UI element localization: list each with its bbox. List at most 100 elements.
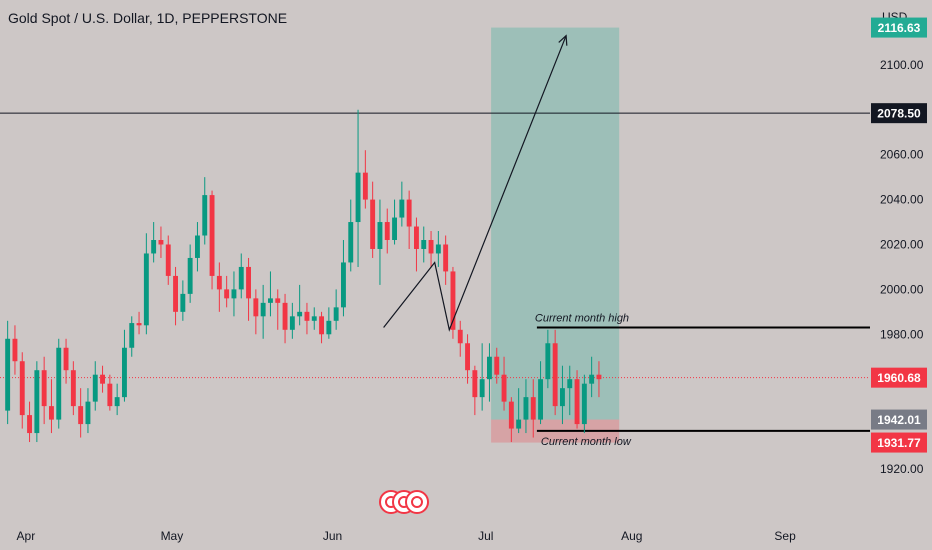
candle-body[interactable] — [450, 271, 456, 330]
candle-body[interactable] — [70, 370, 76, 407]
candle-body[interactable] — [530, 397, 536, 420]
candle-body[interactable] — [414, 226, 419, 249]
x-tick-label: Sep — [774, 529, 796, 543]
candle-body[interactable] — [122, 347, 127, 398]
y-tick-label: 2060.00 — [880, 148, 924, 162]
candle-body[interactable] — [487, 356, 492, 380]
candle-body[interactable] — [202, 195, 208, 236]
candle-body[interactable] — [5, 338, 11, 411]
candle-body[interactable] — [34, 370, 40, 434]
candle-body[interactable] — [581, 383, 587, 425]
candle-body[interactable] — [457, 329, 463, 344]
candle-body[interactable] — [311, 316, 317, 321]
candle-body[interactable] — [129, 323, 135, 348]
candle-body[interactable] — [304, 311, 310, 321]
candle-body[interactable] — [136, 323, 142, 326]
x-tick-label: Jun — [323, 529, 342, 543]
x-tick-label: Jul — [478, 529, 493, 543]
price-badge[interactable] — [871, 432, 927, 453]
candle-body[interactable] — [100, 374, 105, 384]
x-tick-label: May — [161, 529, 184, 543]
candle-body[interactable] — [289, 316, 295, 330]
candle-body[interactable] — [209, 195, 215, 276]
candle-body[interactable] — [78, 406, 84, 425]
price-badge[interactable] — [871, 17, 927, 38]
candle-body[interactable] — [268, 298, 273, 303]
x-tick-label: Apr — [17, 529, 36, 543]
candle-body[interactable] — [180, 293, 186, 312]
candle-body[interactable] — [567, 379, 573, 389]
y-tick-label: 1980.00 — [880, 327, 924, 341]
candle-body[interactable] — [246, 266, 251, 299]
candle-body[interactable] — [348, 222, 354, 263]
candle-body[interactable] — [523, 397, 529, 420]
projection-arrow-path[interactable] — [383, 35, 567, 332]
candle-body[interactable] — [560, 388, 565, 407]
candle-body[interactable] — [479, 379, 485, 398]
candle-body[interactable] — [472, 370, 478, 398]
candle-body[interactable] — [260, 302, 266, 317]
candle-body[interactable] — [216, 275, 222, 290]
y-tick-label: 1920.00 — [880, 462, 924, 476]
candle-body[interactable] — [319, 316, 324, 335]
candle-body[interactable] — [151, 240, 157, 254]
candle-body[interactable] — [355, 172, 361, 223]
candle-body[interactable] — [428, 240, 434, 254]
candle-body[interactable] — [187, 257, 193, 294]
candle-body[interactable] — [297, 311, 303, 317]
candle-body[interactable] — [27, 415, 32, 434]
candle-body[interactable] — [195, 235, 200, 258]
candle-body[interactable] — [282, 302, 288, 330]
candle-body[interactable] — [406, 199, 412, 227]
candle-body[interactable] — [326, 320, 332, 335]
candle-body[interactable] — [107, 383, 113, 407]
price-badge[interactable] — [871, 103, 927, 124]
candle-body[interactable] — [399, 199, 405, 218]
price-badge-label: 2078.50 — [877, 107, 921, 121]
candle-body[interactable] — [231, 289, 237, 299]
candle-body[interactable] — [552, 343, 558, 407]
candle-body[interactable] — [56, 347, 62, 420]
candle-body[interactable] — [19, 361, 25, 416]
candle-body[interactable] — [574, 379, 580, 425]
candle-body[interactable] — [85, 401, 91, 425]
candle-body[interactable] — [443, 244, 449, 272]
candle-body[interactable] — [384, 222, 390, 241]
candle-body[interactable] — [165, 244, 171, 276]
candle-body[interactable] — [545, 343, 551, 380]
price-badge[interactable] — [871, 367, 927, 388]
candle-body[interactable] — [333, 307, 339, 321]
price-badge[interactable] — [871, 409, 927, 430]
candle-body[interactable] — [435, 244, 441, 254]
candle-body[interactable] — [49, 406, 54, 420]
candle-body[interactable] — [508, 401, 514, 429]
candle-body[interactable] — [501, 374, 507, 402]
candle-body[interactable] — [465, 343, 470, 371]
projection-arrow-head — [558, 34, 568, 46]
candle-body[interactable] — [41, 370, 47, 407]
candle-body[interactable] — [158, 240, 164, 245]
logo-icon-inner — [411, 496, 423, 508]
candle-body[interactable] — [63, 347, 69, 371]
candle-body[interactable] — [589, 374, 595, 384]
candle-body[interactable] — [341, 262, 346, 308]
candle-body[interactable] — [275, 298, 281, 303]
candle-body[interactable] — [173, 275, 178, 312]
candle-body[interactable] — [12, 338, 18, 362]
candle-body[interactable] — [114, 397, 120, 407]
candle-body[interactable] — [421, 240, 427, 249]
candle-body[interactable] — [392, 217, 397, 241]
candle-body[interactable] — [362, 172, 368, 200]
candle-body[interactable] — [143, 253, 149, 326]
candle-body[interactable] — [224, 289, 230, 299]
candle-body[interactable] — [92, 374, 98, 402]
candle-body[interactable] — [253, 298, 259, 317]
candle-body[interactable] — [516, 419, 522, 429]
candle-body[interactable] — [596, 374, 602, 380]
candle-body[interactable] — [494, 356, 500, 375]
candle-body[interactable] — [538, 379, 543, 420]
candle-body[interactable] — [370, 199, 376, 249]
candle-body[interactable] — [238, 266, 244, 290]
candle-body[interactable] — [377, 222, 383, 249]
